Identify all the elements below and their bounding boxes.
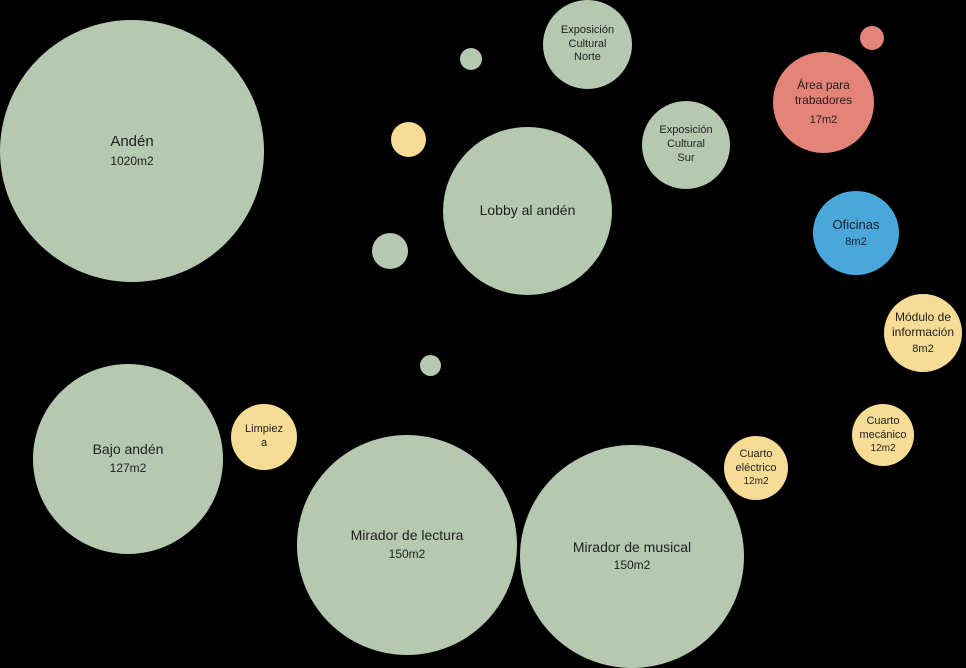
mirador-musical-area: 150m2 — [613, 558, 651, 573]
anden-area: 1020m2 — [110, 153, 154, 168]
bubble-cuarto-mecanico: Cuarto mecánico 12m2 — [852, 404, 914, 466]
bubble-mirador-lectura: Mirador de lectura 150m2 — [297, 435, 517, 655]
bubble-oficinas: Oficinas 8m2 — [813, 191, 899, 275]
mirador-lectura-label: Mirador de lectura — [350, 527, 464, 544]
bubble-modulo-informacion: Módulo de información 8m2 — [884, 294, 962, 372]
area-trabajadores-label: Área para trabadores — [794, 77, 853, 107]
area-trabajadores-area: 17m2 — [809, 113, 838, 126]
expo-sur-label: Exposición Cultural Sur — [659, 124, 713, 164]
cuarto-mecanico-area: 12m2 — [870, 443, 896, 455]
small-green-dot — [420, 355, 441, 376]
small-yellow-dot — [391, 122, 426, 157]
mirador-lectura-area: 150m2 — [388, 546, 426, 561]
bubble-anden: Andén 1020m2 — [0, 20, 264, 282]
bajo-anden-label: Bajo andén — [92, 441, 164, 458]
cuarto-electrico-area: 12m2 — [743, 476, 769, 488]
cuarto-mecanico-label: Cuarto mecánico — [859, 414, 907, 441]
bubble-bajo-anden: Bajo andén 127m2 — [33, 364, 223, 554]
bajo-anden-area: 127m2 — [109, 460, 147, 475]
small-green-dot — [372, 233, 408, 269]
small-red-dot — [860, 26, 884, 50]
expo-norte-label: Exposición Cultural Norte — [560, 23, 615, 64]
oficinas-area: 8m2 — [845, 235, 867, 248]
anden-label: Andén — [110, 132, 154, 150]
modulo-info-area: 8m2 — [912, 342, 934, 355]
limpieza-label: Limpiez a — [245, 423, 283, 449]
bubble-lobby: Lobby al andén — [443, 127, 612, 295]
oficinas-label: Oficinas — [832, 216, 880, 232]
mirador-musical-label: Mirador de musical — [572, 538, 692, 555]
bubble-area-trabajadores: Área para trabadores 17m2 — [773, 52, 874, 153]
bubble-limpieza: Limpiez a — [231, 404, 297, 470]
bubble-cuarto-electrico: Cuarto eléctrico 12m2 — [724, 436, 788, 500]
bubble-expo-sur: Exposición Cultural Sur — [642, 101, 730, 189]
small-green-dot — [460, 48, 482, 70]
cuarto-electrico-label: Cuarto eléctrico — [735, 447, 777, 474]
modulo-info-label: Módulo de información — [891, 309, 955, 339]
bubble-expo-norte: Exposición Cultural Norte — [543, 0, 632, 89]
lobby-label: Lobby al andén — [479, 202, 576, 219]
bubble-mirador-musical: Mirador de musical 150m2 — [520, 445, 744, 668]
